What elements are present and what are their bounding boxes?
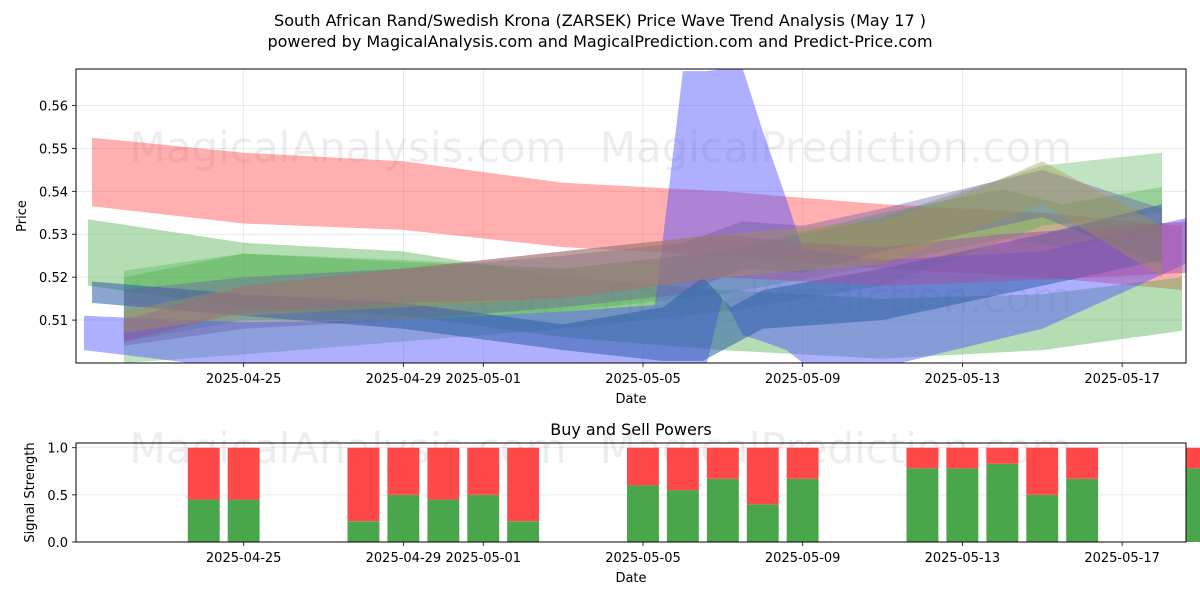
x-tick-label: 2025-05-17 xyxy=(1084,551,1160,566)
chart-title-line2: powered by MagicalAnalysis.com and Magic… xyxy=(267,32,932,51)
buy-power-bar xyxy=(786,478,819,542)
x-tick-label: 2025-05-09 xyxy=(765,551,841,566)
sell-power-bar xyxy=(1026,447,1059,495)
buy-power-bar xyxy=(986,463,1019,542)
x-axis-label: Date xyxy=(615,392,646,407)
buy-power-bar xyxy=(706,478,739,542)
sub-plot-frame xyxy=(75,442,1187,543)
watermark-text: MagicalPrediction.com xyxy=(600,123,1073,172)
buy-power-bar xyxy=(1066,478,1099,542)
y-tick-label: 0.55 xyxy=(39,142,68,157)
sell-power-bar xyxy=(627,447,659,486)
sell-power-bar xyxy=(187,447,220,500)
sell-power-bar xyxy=(347,447,380,522)
buy-power-bar xyxy=(467,494,500,542)
buy-power-bar xyxy=(627,485,659,542)
x-tick-label: 2025-05-13 xyxy=(925,551,1001,566)
buy-power-bar xyxy=(1026,494,1059,542)
sell-power-bar xyxy=(1066,447,1099,479)
y-tick-label: 0.53 xyxy=(39,228,68,243)
y-tick-label: 0.56 xyxy=(39,99,68,114)
sell-power-bar xyxy=(427,447,460,500)
sell-power-bar xyxy=(946,447,979,469)
x-tick-label: 2025-05-01 xyxy=(445,372,521,387)
sell-power-bar xyxy=(1186,447,1200,469)
x-tick-label: 2025-04-25 xyxy=(206,372,282,387)
y-axis-label: Signal Strength xyxy=(23,442,38,542)
y-tick-label: 0.54 xyxy=(39,185,68,200)
buy-sell-chart: Buy and Sell PowersMagicalAnalysis.comMa… xyxy=(23,420,1200,586)
x-tick-label: 2025-04-29 xyxy=(366,372,442,387)
x-axis-label: Date xyxy=(615,571,646,586)
y-tick-label: 0.51 xyxy=(39,314,68,329)
sell-power-bar xyxy=(706,447,739,479)
buy-power-bar xyxy=(666,490,699,542)
x-tick-label: 2025-05-09 xyxy=(765,372,841,387)
x-tick-label: 2025-04-29 xyxy=(366,551,442,566)
sub-chart-title: Buy and Sell Powers xyxy=(550,420,712,439)
main-plot-frame xyxy=(75,68,1187,364)
watermark-text: MagicalAnalysis.com xyxy=(130,123,567,172)
y-tick-label: 0.5 xyxy=(47,489,68,504)
sell-power-bar xyxy=(507,447,540,522)
x-tick-label: 2025-04-25 xyxy=(206,551,282,566)
sell-power-bar xyxy=(467,447,500,495)
y-tick-label: 0.0 xyxy=(47,536,68,551)
y-axis-label: Price xyxy=(15,200,30,232)
buy-power-bar xyxy=(427,499,460,542)
buy-power-bar xyxy=(507,521,540,542)
sell-power-bar xyxy=(666,447,699,491)
x-tick-label: 2025-05-05 xyxy=(605,551,681,566)
sell-power-bar xyxy=(227,447,260,500)
price-wave-chart: MagicalAnalysis.com MagicalPrediction.com… xyxy=(15,68,1187,407)
sell-power-bar xyxy=(387,447,420,495)
sell-power-bar xyxy=(746,447,779,505)
y-tick-label: 1.0 xyxy=(47,442,68,457)
buy-power-bar xyxy=(187,499,220,542)
sell-power-bar xyxy=(986,447,1019,464)
x-tick-label: 2025-05-13 xyxy=(925,372,1001,387)
x-tick-label: 2025-05-17 xyxy=(1084,372,1160,387)
x-tick-label: 2025-05-05 xyxy=(605,372,681,387)
chart-title-line1: South African Rand/Swedish Krona (ZARSEK… xyxy=(274,11,926,30)
price-band-7 xyxy=(123,221,1186,342)
x-tick-label: 2025-05-01 xyxy=(445,551,521,566)
price-band-8 xyxy=(123,169,1162,346)
y-tick-label: 0.52 xyxy=(39,271,68,286)
buy-power-bar xyxy=(906,468,939,542)
buy-power-bar xyxy=(746,504,779,542)
buy-power-bar xyxy=(387,494,420,542)
sell-power-bar xyxy=(906,447,939,469)
buy-power-bar xyxy=(946,468,979,542)
price-band-6 xyxy=(92,204,1162,361)
sell-power-bar xyxy=(786,447,819,479)
price-band-9 xyxy=(123,161,1162,333)
buy-power-bar xyxy=(1186,468,1200,542)
buy-power-bar xyxy=(227,499,260,542)
price-bands xyxy=(84,69,1186,363)
buy-power-bar xyxy=(347,521,380,542)
